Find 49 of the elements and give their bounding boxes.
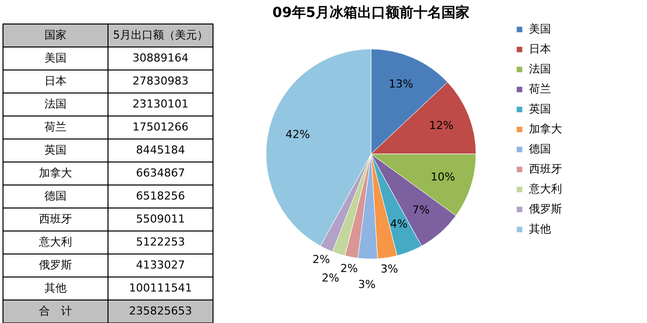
legend-label: 美国 — [529, 22, 551, 36]
category-label: 荷兰 — [44, 120, 66, 134]
chart-title: 09年5月冰箱出口额前十名国家 — [272, 4, 470, 21]
data-label: 4133027 — [136, 258, 185, 272]
legend-label: 英国 — [529, 102, 551, 116]
category-label: 其他 — [44, 282, 66, 294]
data-label: 5122253 — [136, 236, 185, 248]
category-label: 日本 — [44, 74, 66, 88]
data-label: 17501266 — [132, 120, 188, 134]
data-label: 8445184 — [136, 144, 185, 156]
category-label: 英国 — [44, 144, 66, 156]
data-label: 2% — [340, 262, 358, 275]
legend-label: 加拿大 — [529, 122, 562, 136]
data-label: 42% — [286, 128, 310, 142]
legend-label: 俄罗斯 — [529, 202, 562, 216]
data-label: 7% — [412, 204, 430, 217]
text: 国家 — [44, 28, 66, 42]
data-label: 12% — [429, 119, 454, 132]
data-label: 5509011 — [136, 212, 185, 226]
category-label: 意大利 — [38, 236, 72, 248]
category-label: 西班牙 — [39, 212, 72, 226]
data-label: 4% — [390, 217, 408, 230]
legend-label: 荷兰 — [529, 82, 551, 96]
category-label: 俄罗斯 — [39, 258, 72, 272]
legend-label: 其他 — [529, 222, 551, 236]
category-label: 德国 — [44, 190, 66, 202]
data-label: 13% — [388, 78, 414, 91]
legend-label: 法国 — [529, 62, 551, 76]
data-label: 3% — [380, 262, 398, 276]
category-label: 美国 — [44, 52, 66, 64]
data-label: 2% — [322, 272, 340, 285]
data-label: 6518256 — [136, 190, 185, 202]
legend-label: 西班牙 — [529, 162, 562, 176]
data-label: 27830983 — [132, 74, 188, 88]
data-label: 6634867 — [136, 166, 185, 180]
text: 235825653 — [129, 304, 192, 318]
data-label: 3% — [358, 278, 376, 291]
legend-label: 意大利 — [528, 182, 562, 196]
category-label: 法国 — [44, 98, 66, 110]
text: 合 计 — [39, 304, 72, 318]
data-label: 2% — [312, 252, 330, 266]
data-label: 10% — [430, 170, 456, 184]
legend-label: 日本 — [529, 42, 551, 56]
data-label: 23130101 — [132, 98, 188, 110]
text: 5月出口额（美元） — [113, 28, 208, 42]
legend-label: 德国 — [529, 142, 551, 156]
data-label: 100111541 — [129, 282, 192, 294]
category-label: 加拿大 — [39, 166, 72, 180]
data-label: 30889164 — [132, 52, 188, 64]
